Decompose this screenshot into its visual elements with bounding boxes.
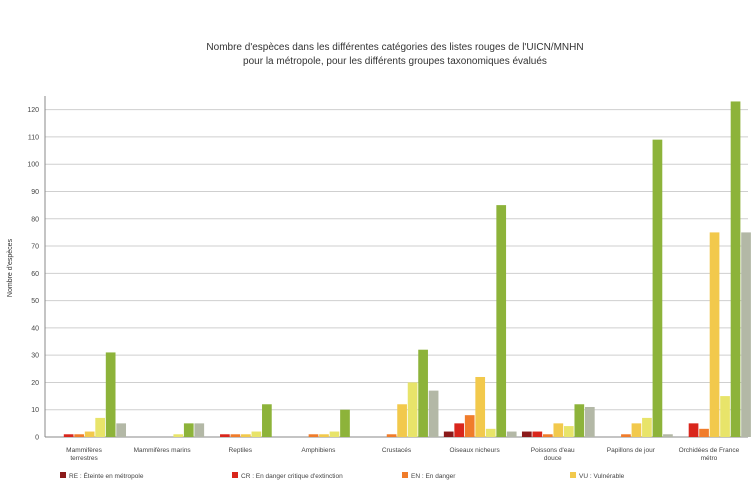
bar (521, 431, 532, 437)
legend-swatch (60, 472, 66, 478)
bar (699, 428, 709, 437)
gridlines (44, 96, 748, 438)
bar (105, 352, 116, 437)
y-tick-label: 120 (27, 107, 39, 114)
bar (496, 205, 507, 437)
bar (194, 423, 205, 437)
bar (308, 434, 319, 437)
y-axis-label: Nombre d'espèces (7, 238, 14, 297)
legend-label: VU : Vulnérable (579, 473, 625, 480)
bar (183, 423, 194, 437)
y-tick-label: 10 (31, 407, 39, 414)
bar (116, 423, 127, 437)
bar (262, 404, 272, 437)
bar (652, 139, 663, 437)
y-tick-labels: 0 10 20 30 40 50 60 70 80 90 100 110 120 (27, 107, 39, 441)
y-tick-label: 80 (31, 216, 39, 223)
bar (220, 434, 230, 437)
bar (230, 434, 241, 437)
bar (741, 232, 751, 437)
bar (720, 396, 730, 437)
legend: RE : Éteinte en métropole CR : En danger … (60, 471, 625, 480)
bar (443, 431, 454, 437)
bar (397, 404, 407, 437)
bar (319, 434, 329, 437)
category-label: Oiseaux nicheurs (449, 447, 500, 454)
category-label: terrestres (70, 455, 98, 462)
bar (454, 423, 465, 437)
category-label: Mammifères marins (134, 447, 192, 454)
y-tick-label: 110 (28, 134, 39, 141)
y-tick-label: 50 (31, 298, 39, 305)
bar (428, 390, 439, 437)
bar (329, 431, 340, 437)
bar (621, 434, 631, 437)
y-tick-label: 30 (31, 353, 39, 360)
bar (642, 417, 652, 437)
bar (663, 434, 673, 437)
bar (553, 423, 564, 437)
bars (63, 101, 751, 438)
y-tick-label: 0 (35, 435, 39, 442)
bar (386, 434, 397, 437)
chart-title-line-2: pour la métropole, pour les différents g… (243, 56, 547, 67)
bar (542, 434, 553, 437)
y-tick-label: 40 (31, 325, 39, 332)
category-label: Amphibiens (301, 447, 336, 454)
y-tick-label: 100 (27, 162, 39, 169)
bar (485, 428, 496, 437)
bar (730, 101, 741, 438)
category-label: Papillons de jour (607, 447, 656, 454)
bar (688, 423, 699, 437)
bar (464, 415, 475, 437)
y-tick-label: 90 (31, 189, 39, 196)
bar (407, 382, 418, 437)
category-label: Crustacés (382, 447, 412, 454)
legend-swatch (232, 472, 238, 478)
bar (709, 232, 720, 437)
chart-title-line-1: Nombre d'espèces dans les différentes ca… (206, 42, 583, 53)
bar (95, 417, 106, 437)
bar (574, 404, 585, 437)
bar (74, 434, 85, 437)
y-tick-label: 70 (31, 244, 39, 251)
category-label: métro (701, 455, 718, 462)
bar (475, 376, 486, 437)
bar (84, 431, 95, 437)
y-tick-label: 20 (31, 380, 39, 387)
y-tick-label: 60 (31, 271, 39, 278)
legend-swatch (402, 472, 408, 478)
legend-swatch (570, 472, 576, 478)
bar (340, 409, 350, 437)
legend-label: RE : Éteinte en métropole (69, 471, 144, 480)
bar (584, 406, 595, 437)
bar (63, 434, 74, 437)
legend-label: EN : En danger (411, 473, 456, 480)
category-label: douce (544, 455, 562, 462)
category-label: Reptiles (229, 447, 253, 454)
bar (563, 426, 574, 437)
bar (173, 434, 184, 437)
bar (532, 431, 543, 437)
bar (418, 349, 428, 437)
bar (241, 434, 251, 437)
bar (631, 423, 642, 437)
bar (251, 431, 262, 437)
category-label: Orchidées de France (679, 447, 740, 454)
category-label: Poissons d'eau (531, 447, 575, 454)
category-label: Mammifères (66, 447, 103, 454)
legend-label: CR : En danger critique d'extinction (241, 473, 343, 480)
bar (506, 431, 517, 437)
